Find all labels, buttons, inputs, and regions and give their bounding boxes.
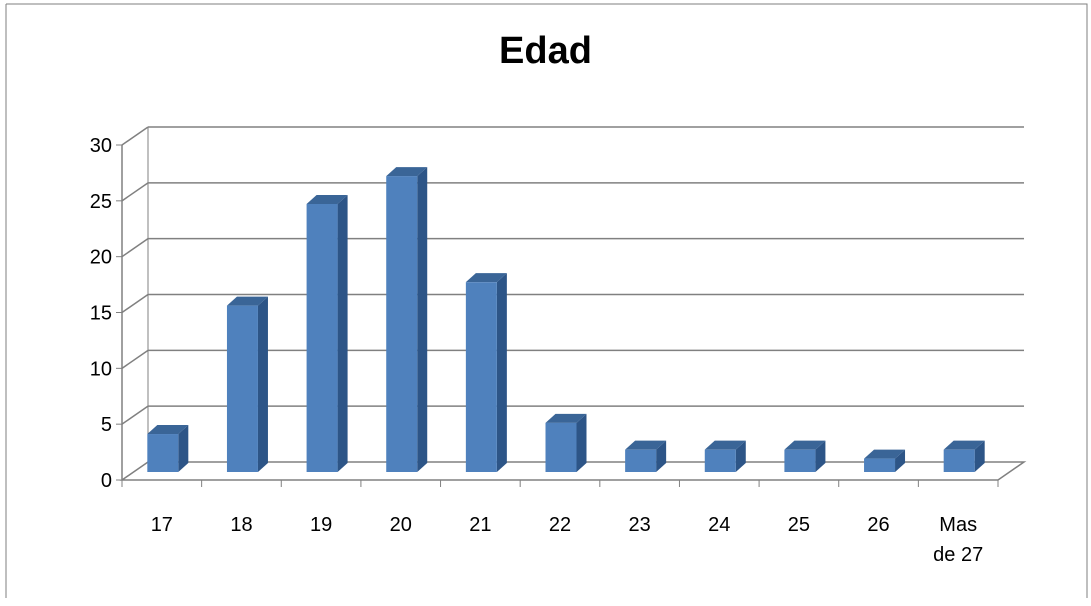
bar-top — [943, 440, 985, 450]
y-tick-label: 10 — [90, 358, 112, 380]
gridline-side — [121, 238, 149, 258]
bar — [943, 449, 975, 472]
gridline-side — [121, 126, 149, 146]
bar-side — [735, 440, 746, 472]
bar — [864, 458, 896, 472]
gridline-side — [121, 405, 149, 425]
bar-top — [465, 273, 507, 283]
y-tick-label: 25 — [90, 191, 112, 213]
bar-top — [625, 440, 667, 450]
gridline-side — [121, 293, 149, 314]
y-tick-label: 30 — [90, 135, 112, 157]
gridline-side — [121, 349, 149, 369]
bar-side — [257, 296, 268, 472]
x-tick-label: 23 — [629, 514, 651, 536]
bar-side — [656, 440, 667, 472]
chart-frame — [6, 3, 1088, 598]
bar-top — [704, 440, 746, 450]
x-tick-label: 18 — [230, 514, 252, 536]
bar-top — [147, 425, 189, 435]
bar-side — [337, 195, 348, 472]
x-tick-label: 24 — [708, 514, 730, 536]
bar-top — [784, 440, 826, 450]
bar-top — [864, 449, 906, 459]
bar — [625, 449, 657, 472]
bar-top — [545, 413, 587, 423]
bar-side — [815, 440, 826, 472]
bar-side — [496, 273, 507, 472]
x-tick-label: 25 — [788, 514, 810, 536]
y-tick-label: 20 — [90, 247, 112, 269]
bar — [386, 176, 418, 473]
x-tick-label: 17 — [151, 514, 173, 536]
bar-side — [576, 413, 587, 472]
x-tick-label: Mas — [939, 514, 977, 536]
bar-side — [417, 167, 428, 473]
chart-title: Edad — [499, 30, 592, 72]
bar-side — [895, 449, 906, 472]
y-tick-label: 15 — [90, 303, 112, 325]
bar-top — [226, 296, 268, 306]
bar — [784, 449, 816, 472]
floor — [119, 461, 1027, 481]
bar — [147, 434, 179, 472]
bar-side — [974, 440, 985, 472]
x-tick-label: 22 — [549, 514, 571, 536]
bar — [545, 422, 577, 472]
x-tick-label: 26 — [867, 514, 889, 536]
bar-side — [178, 425, 189, 472]
x-tick-label: 21 — [469, 514, 491, 536]
bar — [465, 282, 497, 472]
bar — [306, 204, 338, 472]
x-tick-label: 20 — [390, 514, 412, 536]
bar-top — [306, 195, 348, 204]
x-tick-label: 19 — [310, 514, 332, 536]
bar — [226, 305, 258, 472]
x-tick-label: de 27 — [933, 544, 983, 566]
bar-top — [386, 167, 428, 177]
y-tick-label: 0 — [101, 470, 112, 492]
bar — [704, 449, 736, 472]
gridline-side — [121, 182, 149, 202]
y-tick-label: 5 — [101, 414, 112, 436]
